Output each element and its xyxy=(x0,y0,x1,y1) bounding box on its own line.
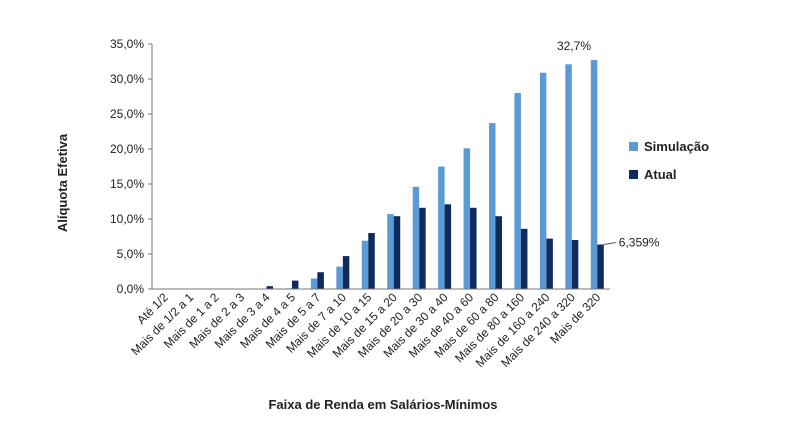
bar-simulacao xyxy=(463,148,471,289)
bar-simulacao xyxy=(514,93,521,289)
bar-simulacao xyxy=(361,240,369,289)
bar-atual xyxy=(546,238,553,289)
bar-atual xyxy=(317,272,324,289)
y-tick-label: 0,0% xyxy=(117,282,145,296)
bar-simulacao xyxy=(387,214,394,289)
bar-simulacao xyxy=(310,278,318,289)
bar-simulacao xyxy=(539,72,547,289)
bar-atual xyxy=(419,207,426,289)
y-tick-label: 25,0% xyxy=(110,107,144,121)
y-axis-ticks: 0,0% 5,0% 10,0% 15,0% 20,0% 25,0% 30,0% 35,0% xyxy=(110,37,152,296)
bar-atual xyxy=(393,216,401,289)
annotation-leader-line xyxy=(603,241,616,245)
bar-atual xyxy=(495,216,502,289)
bar-simulacao xyxy=(489,123,496,289)
y-tick-label: 30,0% xyxy=(110,72,144,86)
bar-atual xyxy=(597,244,604,289)
bar-simulacao xyxy=(412,186,420,289)
annotation-max-value: 32,7% xyxy=(557,39,591,53)
bar-atual xyxy=(444,204,452,289)
bar-simulacao xyxy=(565,64,572,289)
y-tick-label: 35,0% xyxy=(110,37,144,51)
bar-atual xyxy=(368,233,375,289)
axes xyxy=(151,44,610,290)
bar-atual xyxy=(470,207,477,289)
annotation-current-value: 6,359% xyxy=(619,235,660,249)
bar-simulacao xyxy=(336,266,343,289)
y-tick-label: 15,0% xyxy=(110,177,144,191)
bar-simulacao xyxy=(590,60,598,289)
bar-atual xyxy=(571,240,579,289)
legend-label-simulacao: Simulação xyxy=(644,139,709,154)
bar-atual xyxy=(291,280,299,289)
legend-label-atual: Atual xyxy=(644,167,677,182)
y-tick-label: 20,0% xyxy=(110,142,144,156)
bar-simulacao xyxy=(438,166,445,289)
legend: Simulação Atual xyxy=(629,139,709,182)
legend-swatch-atual xyxy=(629,170,638,179)
annotations: 32,7% 6,359% xyxy=(557,39,660,249)
y-tick-label: 10,0% xyxy=(110,212,144,226)
bars xyxy=(266,60,604,289)
bar-atual xyxy=(266,286,273,289)
legend-swatch-simulacao xyxy=(629,142,638,151)
x-axis-title: Faixa de Renda em Salários-Mínimos xyxy=(268,397,497,412)
bar-atual xyxy=(520,228,528,289)
y-tick-label: 5,0% xyxy=(117,247,145,261)
y-axis-title: Alíquota Efetiva xyxy=(55,133,70,232)
bar-atual xyxy=(342,256,350,289)
